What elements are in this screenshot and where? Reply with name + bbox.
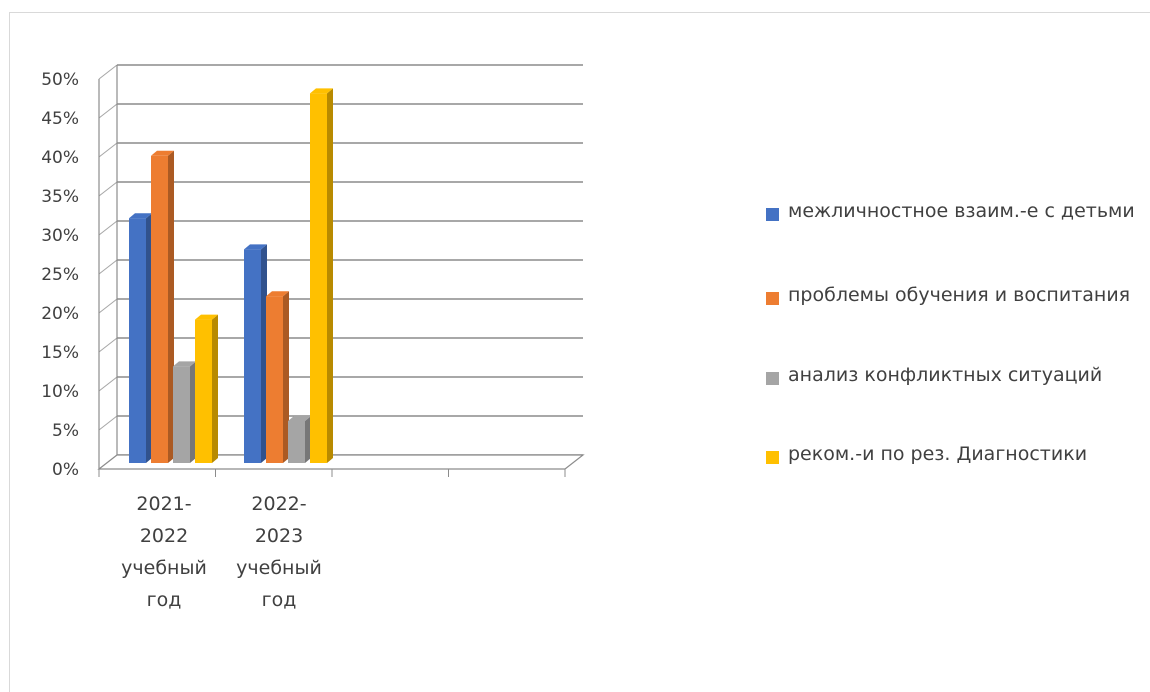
legend-label: анализ конфликтных ситуаций <box>788 364 1103 386</box>
side-wall-gridline <box>98 298 118 314</box>
side-wall-gridline <box>98 259 118 275</box>
x-category-label: 2022 <box>140 525 188 547</box>
y-tick-label: 20% <box>41 304 79 324</box>
bar-side <box>146 213 152 463</box>
bar <box>173 366 190 463</box>
y-tick-label: 0% <box>52 460 79 480</box>
x-category-label: год <box>262 589 297 611</box>
bar-chart: 0% 5% 10% 15% 20% 25% 30% 35% 40% 45% 50% 2021- 2022… <box>41 64 585 611</box>
side-wall-gridline <box>98 181 118 197</box>
x-category-label: год <box>147 589 182 611</box>
bar-side <box>212 314 218 463</box>
y-tick-label: 15% <box>41 343 79 363</box>
y-tick-label: 40% <box>41 148 79 168</box>
x-category-label: 2023 <box>255 525 303 547</box>
legend-swatch <box>766 208 779 221</box>
y-tick-label: 5% <box>52 421 79 441</box>
side-wall-gridline <box>98 103 118 119</box>
bar <box>310 93 327 464</box>
bar-top <box>244 244 267 250</box>
floor <box>97 454 585 470</box>
x-category-label: учебный <box>121 557 207 579</box>
legend-swatch <box>766 372 779 385</box>
chart-container: 0% 5% 10% 15% 20% 25% 30% 35% 40% 45% 50% 2021- 2022… <box>9 12 1150 692</box>
y-tick-label: 10% <box>41 382 79 402</box>
bar <box>151 155 168 464</box>
y-tick-label: 45% <box>41 109 79 129</box>
bar-top <box>195 314 218 320</box>
bar <box>244 249 261 463</box>
x-category-label: учебный <box>236 557 322 579</box>
side-wall-gridline <box>98 337 118 353</box>
bar-side <box>190 361 196 463</box>
x-category-label: 2022- <box>251 493 306 515</box>
legend-label: проблемы обучения и воспитания <box>788 284 1131 306</box>
side-wall-gridline <box>98 220 118 236</box>
bar <box>266 296 283 463</box>
bar-side <box>283 291 289 463</box>
bar-side <box>261 244 267 463</box>
bar-top <box>310 88 333 94</box>
bar-top <box>173 361 196 367</box>
chart-frame <box>9 12 1150 692</box>
y-tick-label: 25% <box>41 265 79 285</box>
x-category-label: 2021- <box>136 493 191 515</box>
bar <box>288 421 305 463</box>
y-tick-label: 50% <box>41 70 79 90</box>
side-wall-gridline <box>98 415 118 431</box>
side-wall-gridline <box>98 64 118 80</box>
side-wall-gridline <box>98 142 118 158</box>
legend-label: межличностное взаим.-е с детьми <box>788 200 1135 222</box>
bar <box>129 218 146 463</box>
legend-label: реком.-и по рез. Диагностики <box>788 443 1088 465</box>
bar-side <box>168 150 174 464</box>
bar-side <box>305 416 311 463</box>
bar-top <box>288 416 311 421</box>
bar-top <box>151 150 174 156</box>
bar <box>195 319 212 463</box>
bar-top <box>266 291 289 297</box>
legend-swatch <box>766 292 779 305</box>
bar-side <box>327 88 333 464</box>
bar-top <box>129 213 152 219</box>
y-tick-label: 30% <box>41 226 79 246</box>
side-wall-gridline <box>98 376 118 392</box>
y-tick-label: 35% <box>41 187 79 207</box>
legend-swatch <box>766 451 779 464</box>
